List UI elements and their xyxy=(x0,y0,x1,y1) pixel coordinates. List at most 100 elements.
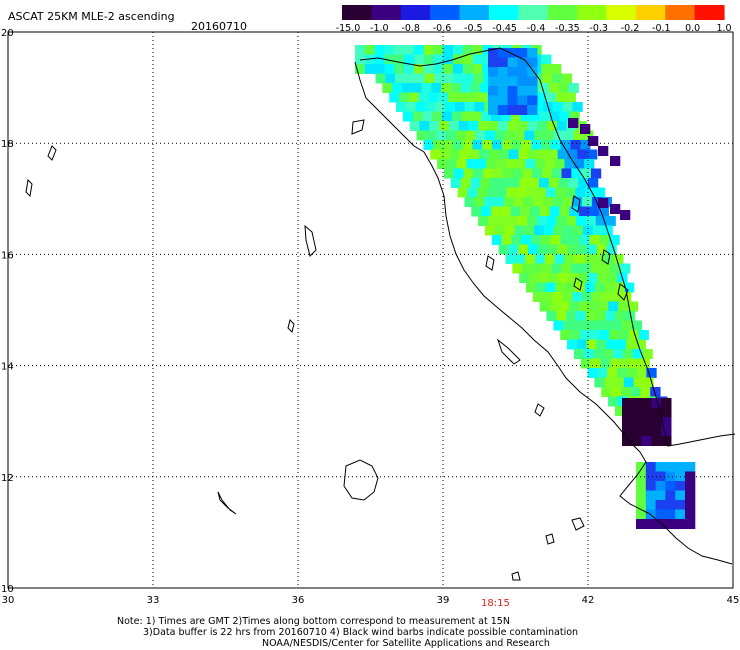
wind-cell xyxy=(394,54,405,65)
wind-cell xyxy=(430,149,441,160)
wind-cell xyxy=(623,377,635,388)
coastline-africa xyxy=(354,61,733,565)
wind-cell xyxy=(570,140,581,150)
wind-cell xyxy=(574,159,585,169)
colorbar-label: -0.45 xyxy=(492,23,517,34)
wind-cell xyxy=(517,57,528,68)
wind-cell xyxy=(631,417,643,427)
colorbar: -15.0 -1.0 -0.8 -0.6 -0.5 -0.45 -0.4 -0.35 -0.3 -… xyxy=(336,5,732,34)
wind-cell xyxy=(435,102,446,112)
y-tick-label: 20 xyxy=(1,28,14,39)
wind-cell xyxy=(675,519,686,529)
wind-cell xyxy=(645,490,657,501)
wind-cell xyxy=(477,92,488,103)
note-line-2: 3)Data buffer is 22 hrs from 20160710 4)… xyxy=(143,627,579,638)
wind-cell xyxy=(575,187,586,198)
wind-cell xyxy=(552,197,563,207)
wind-cell xyxy=(536,92,547,103)
wind-cell xyxy=(534,130,545,141)
wind-cell xyxy=(591,292,602,302)
wind-cell xyxy=(622,426,633,437)
wind-cell xyxy=(548,273,559,283)
wind-cell xyxy=(518,244,529,255)
wind-cell xyxy=(512,263,523,274)
wind-cell xyxy=(629,358,641,369)
wind-cell xyxy=(571,263,582,274)
wind-cell xyxy=(480,83,491,93)
wind-cell xyxy=(527,86,538,96)
wind-cell xyxy=(622,349,634,359)
wind-cell xyxy=(510,206,521,217)
wind-cell xyxy=(527,48,538,58)
wind-cell xyxy=(563,225,574,236)
wind-cell xyxy=(520,111,531,122)
wind-cell xyxy=(470,178,481,188)
wind-cell xyxy=(494,225,506,236)
wind-cell xyxy=(412,111,423,122)
wind-cell xyxy=(665,481,676,491)
wind-cell xyxy=(460,83,472,93)
wind-cell xyxy=(478,216,489,226)
wind-cell xyxy=(609,330,620,340)
wind-cell xyxy=(439,121,450,131)
wind-cell xyxy=(497,76,509,87)
island-16 xyxy=(573,277,583,291)
wind-cell xyxy=(633,377,644,388)
wind-cell xyxy=(522,263,533,274)
wind-cell xyxy=(547,244,558,255)
wind-cell xyxy=(645,519,657,529)
wind-cell xyxy=(655,462,666,472)
wind-cell xyxy=(631,320,643,331)
wind-cell xyxy=(624,282,635,293)
wind-cell xyxy=(508,244,519,255)
wind-cell xyxy=(552,102,564,112)
wind-cell xyxy=(531,235,542,245)
wind-cell xyxy=(582,320,594,331)
wind-cell xyxy=(550,235,561,245)
wind-cell xyxy=(546,92,557,103)
wind-cell xyxy=(514,130,525,141)
wind-cell xyxy=(641,407,652,418)
wind-cell xyxy=(599,235,610,245)
wind-cell xyxy=(651,426,662,437)
wind-cell xyxy=(567,149,578,160)
wind-cell xyxy=(620,210,631,220)
wind-cell xyxy=(685,462,696,472)
wind-cell xyxy=(516,187,527,198)
wind-cell xyxy=(482,54,493,65)
wind-cell xyxy=(497,121,509,131)
colorbar-label: -0.2 xyxy=(621,23,640,34)
wind-cell xyxy=(590,168,602,179)
wind-cell xyxy=(453,45,464,55)
colorbar-label: -1.0 xyxy=(370,23,389,34)
wind-cell xyxy=(636,462,647,472)
wind-cell xyxy=(547,149,559,160)
wind-cell xyxy=(661,398,672,408)
wind-cell xyxy=(627,301,639,312)
wind-cell xyxy=(572,292,583,302)
colorbar-swatch xyxy=(488,5,519,20)
wind-cell xyxy=(364,64,376,74)
wind-cell xyxy=(551,168,563,179)
wind-cell xyxy=(525,159,536,169)
wind-cell xyxy=(570,235,581,245)
note-line-1: Note: 1) Times are GMT 2)Times along bot… xyxy=(117,616,510,627)
wind-cell xyxy=(594,377,605,388)
wind-cell xyxy=(493,197,505,207)
wind-cell xyxy=(645,471,657,482)
wind-cell xyxy=(632,349,643,359)
wind-cell xyxy=(441,83,452,93)
wind-cell xyxy=(538,178,550,188)
wind-cell xyxy=(580,235,591,245)
wind-cell xyxy=(499,178,511,188)
wind-cell xyxy=(528,273,540,283)
wind-cell xyxy=(382,83,393,93)
wind-cell xyxy=(482,140,493,150)
island-2 xyxy=(304,224,317,257)
wind-cell xyxy=(374,64,385,74)
wind-cell xyxy=(636,509,647,520)
wind-cell xyxy=(462,54,474,65)
wind-cell xyxy=(496,187,508,198)
wind-cell xyxy=(445,102,456,112)
wind-cell xyxy=(374,45,385,55)
